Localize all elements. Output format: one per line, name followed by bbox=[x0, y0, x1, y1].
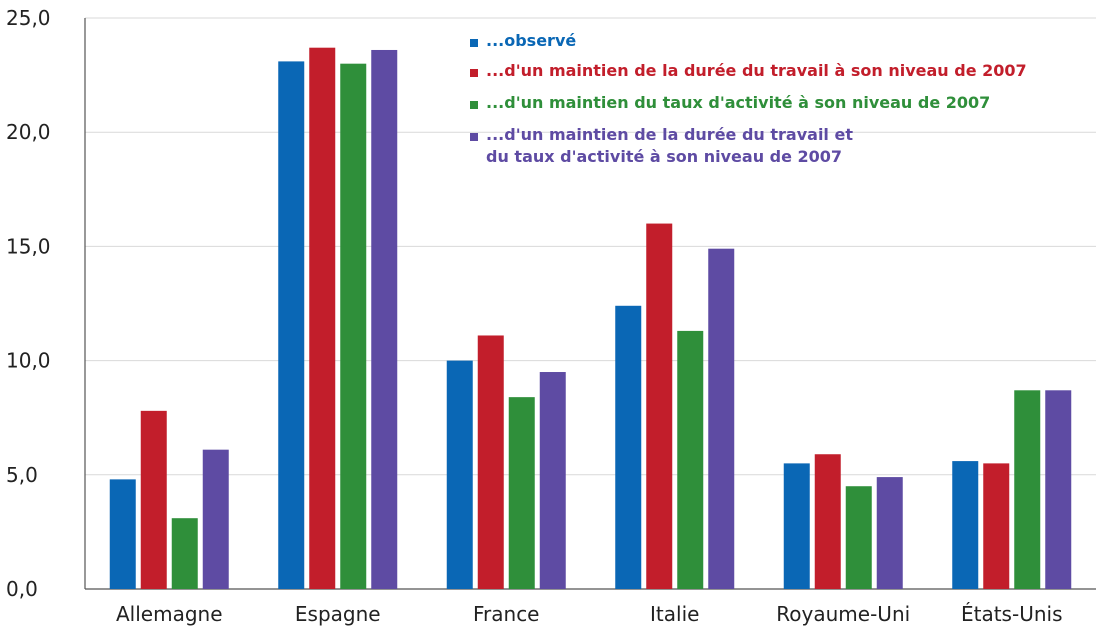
bar bbox=[708, 248, 735, 589]
bar bbox=[371, 49, 398, 589]
bar bbox=[446, 360, 473, 589]
legend-swatch-activite bbox=[470, 101, 478, 109]
legend-label-activite: ...d'un maintien du taux d'activité à so… bbox=[486, 93, 991, 112]
bar bbox=[876, 477, 903, 589]
legend-label-duree-activite: ...d'un maintien de la durée du travail … bbox=[486, 125, 853, 166]
bar bbox=[508, 397, 535, 589]
bar bbox=[539, 372, 566, 589]
x-tick-label: Espagne bbox=[295, 602, 381, 626]
legend-label-duree: ...d'un maintien de la durée du travail … bbox=[486, 61, 1027, 80]
bar bbox=[109, 479, 136, 589]
y-tick-label: 0,0 bbox=[6, 577, 38, 601]
x-tick-label: Royaume-Uni bbox=[776, 602, 910, 626]
bar bbox=[845, 486, 872, 589]
y-tick-label: 5,0 bbox=[6, 463, 38, 487]
x-tick-label: Italie bbox=[650, 602, 699, 626]
chart-legend: ...observé ...d'un maintien de la durée … bbox=[470, 30, 1027, 178]
y-tick-label: 20,0 bbox=[6, 120, 51, 144]
legend-swatch-observe bbox=[470, 39, 478, 47]
legend-item-observe: ...observé bbox=[470, 30, 1027, 52]
y-tick-label: 15,0 bbox=[6, 234, 51, 258]
bar bbox=[1014, 390, 1041, 589]
bar bbox=[278, 61, 305, 590]
legend-item-duree: ...d'un maintien de la durée du travail … bbox=[470, 60, 1027, 82]
legend-swatch-duree bbox=[470, 69, 478, 77]
bar bbox=[814, 454, 841, 589]
x-tick-label: Allemagne bbox=[116, 602, 223, 626]
legend-item-duree-activite: ...d'un maintien de la durée du travail … bbox=[470, 124, 1027, 168]
x-tick-label: France bbox=[473, 602, 540, 626]
bar bbox=[1045, 390, 1072, 589]
bar bbox=[783, 463, 810, 589]
legend-swatch-duree-activite bbox=[470, 133, 478, 141]
bar bbox=[646, 223, 673, 589]
bar bbox=[309, 47, 336, 589]
y-tick-label: 10,0 bbox=[6, 349, 51, 373]
bar bbox=[202, 449, 229, 589]
bar bbox=[477, 335, 504, 589]
bar bbox=[983, 463, 1010, 589]
bar bbox=[340, 63, 367, 590]
bar bbox=[171, 518, 198, 589]
bar bbox=[677, 330, 704, 589]
legend-item-activite: ...d'un maintien du taux d'activité à so… bbox=[470, 92, 1027, 114]
legend-label-observe: ...observé bbox=[486, 31, 577, 50]
bar bbox=[952, 461, 979, 589]
bar bbox=[140, 410, 167, 589]
y-tick-label: 25,0 bbox=[6, 6, 51, 30]
x-tick-label: États-Unis bbox=[961, 602, 1063, 626]
bar bbox=[615, 305, 642, 589]
